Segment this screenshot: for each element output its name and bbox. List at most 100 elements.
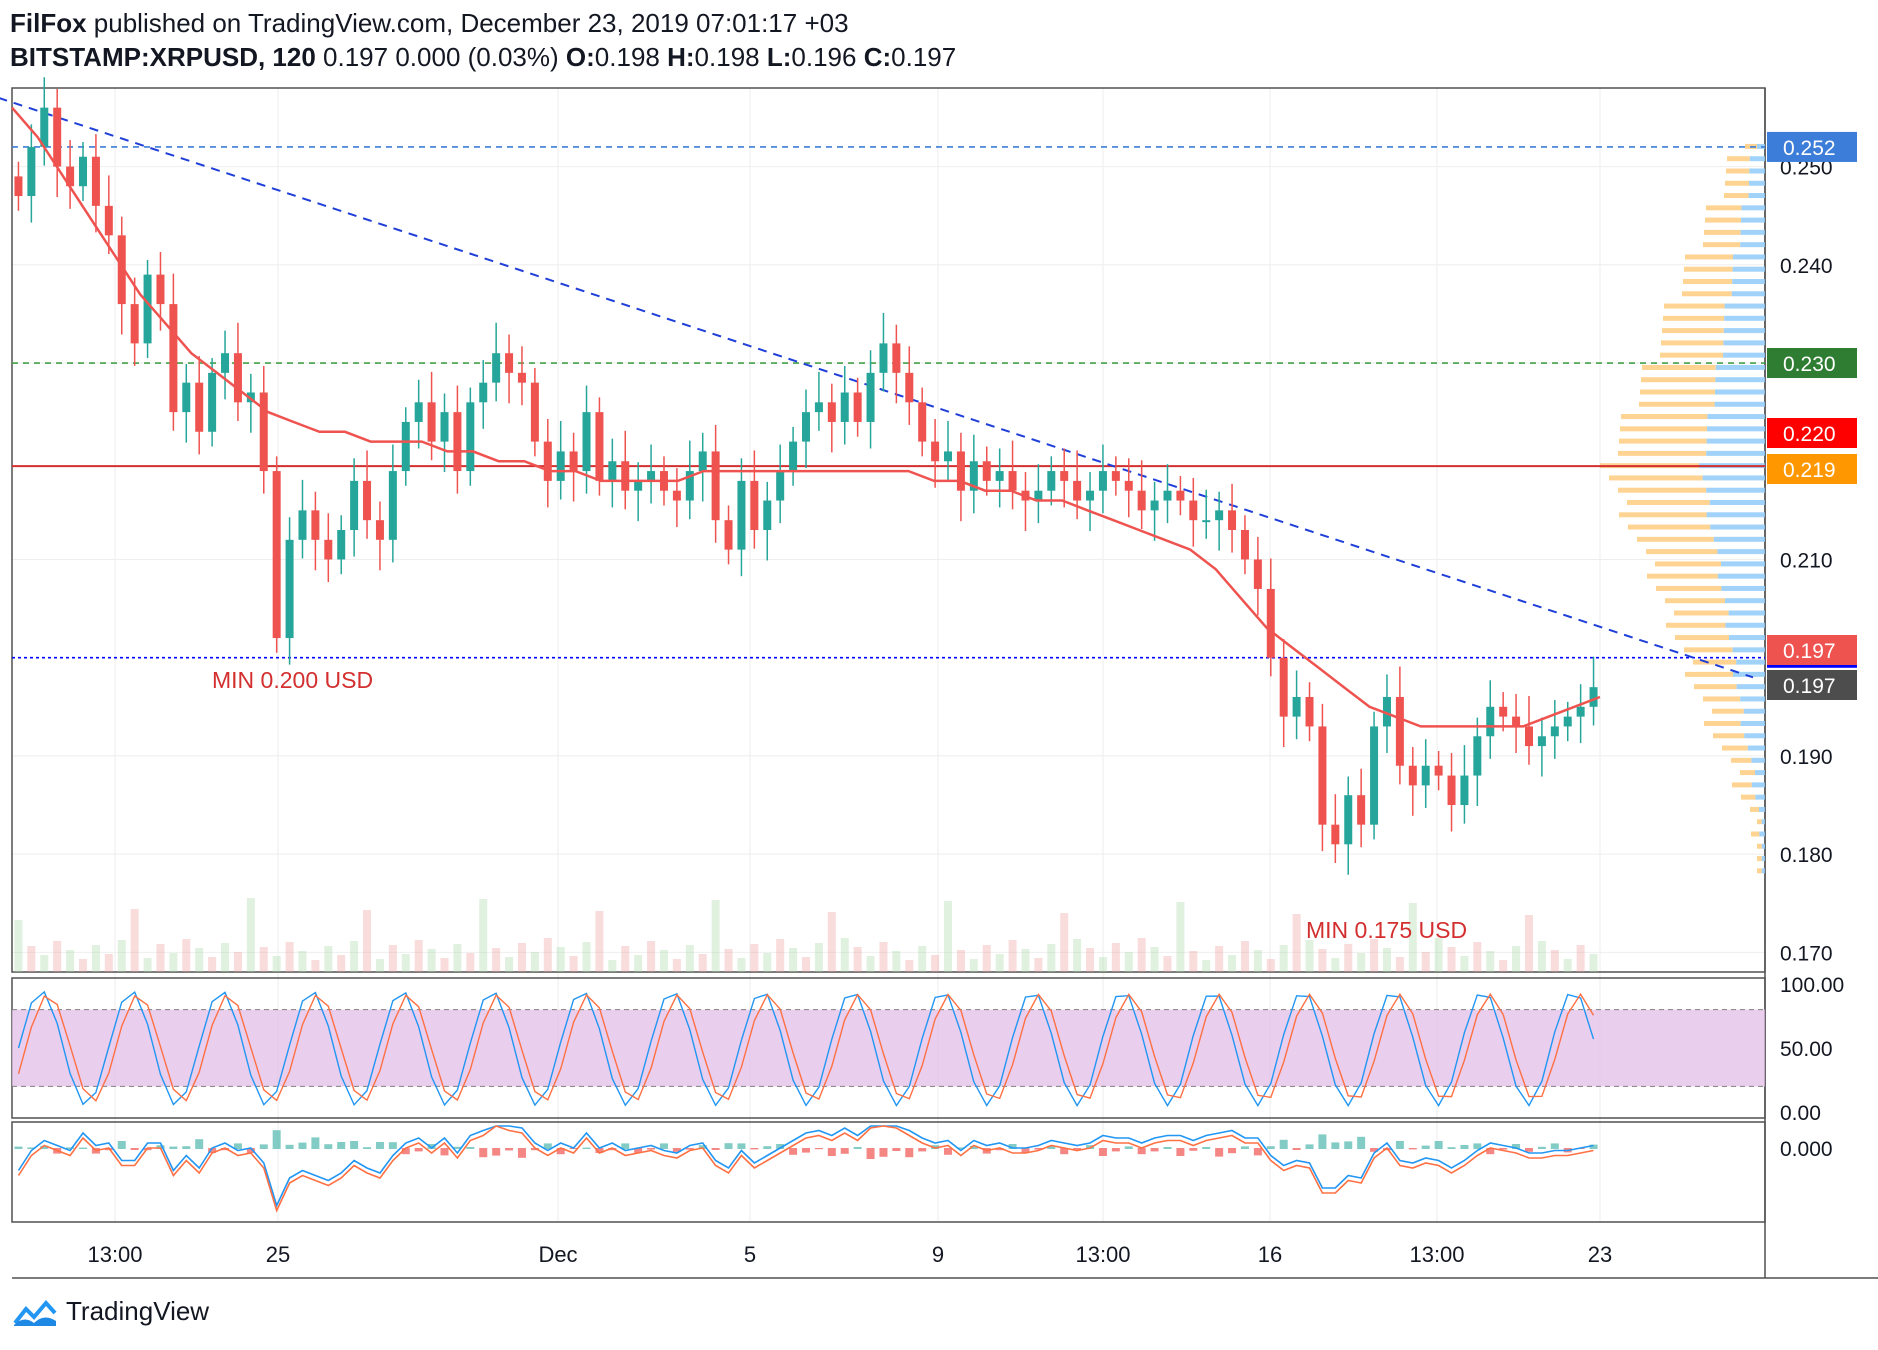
profile-bar-a — [1750, 806, 1759, 812]
low-value: 0.196 — [791, 42, 857, 72]
profile-bar-a — [1704, 229, 1741, 235]
volume-bars — [14, 898, 1598, 972]
horizontal-levels[interactable] — [12, 146, 1765, 659]
profile-bar-a — [1684, 266, 1733, 272]
author-name[interactable]: FilFox — [10, 8, 87, 38]
profile-bar-a — [1628, 524, 1711, 530]
candle-body — [1331, 824, 1340, 845]
profile-bar-b — [1707, 426, 1765, 432]
price-label-text: 0.252 — [1783, 137, 1836, 160]
volume-bar — [1576, 945, 1585, 972]
macd-hist-bar — [27, 1147, 36, 1149]
candle-body — [233, 353, 242, 403]
macd-hist-bar — [1537, 1146, 1546, 1149]
price-label-box — [1767, 131, 1857, 162]
volume-bar — [298, 951, 307, 972]
profile-bar-a — [1693, 659, 1737, 665]
footer: TradingView — [12, 1296, 209, 1327]
profile-bar-b — [1733, 671, 1765, 677]
macd-hist-bar — [892, 1148, 901, 1151]
price-label-text: 0.230 — [1783, 353, 1836, 376]
profile-bar-a — [1703, 242, 1741, 248]
profile-bar-b — [1747, 745, 1765, 751]
annotation-label: MIN 0.175 USD — [1306, 917, 1467, 943]
candle-body — [1073, 480, 1082, 501]
volume-bar — [1034, 958, 1043, 972]
candle-body — [1137, 490, 1146, 511]
macd-hist-bar — [1460, 1145, 1469, 1149]
profile-bar-a — [1685, 671, 1733, 677]
macd-hist-bar — [905, 1148, 914, 1158]
macd-hist-bar — [1589, 1144, 1598, 1149]
candle-body — [1215, 510, 1224, 521]
candle-body — [1550, 726, 1559, 737]
candle-body — [750, 480, 759, 530]
macd-hist-bar — [608, 1148, 617, 1151]
volume-bar — [1086, 948, 1095, 972]
profile-bar-b — [1755, 794, 1765, 800]
candle-body — [143, 274, 152, 344]
publish-info: published on TradingView.com, December 2… — [93, 8, 849, 38]
candle-body — [1537, 736, 1546, 747]
profile-bar-a — [1664, 303, 1725, 309]
macd-hist-bar — [246, 1148, 255, 1153]
macd-hist-bar — [156, 1145, 165, 1149]
profile-bar-a — [1727, 156, 1750, 162]
macd-hist-bar — [388, 1142, 397, 1149]
macd-hist-bar — [621, 1143, 630, 1149]
price-axis[interactable]: 0.250 0.240 0.230 0.210 0.190 0.180 0.170 0.252… — [1767, 131, 1857, 1161]
candle-body — [1318, 726, 1327, 825]
volume-bar — [659, 950, 668, 972]
volume-bar — [1098, 957, 1107, 972]
footer-brand[interactable]: TradingView — [66, 1296, 210, 1326]
candle-body — [492, 353, 501, 383]
volume-bar — [1266, 959, 1275, 972]
macd-hist-bar — [1486, 1148, 1495, 1155]
candle-body — [1253, 559, 1262, 589]
macd-hist-bar — [763, 1146, 772, 1149]
profile-bar-a — [1740, 770, 1755, 776]
profile-bar-b — [1732, 278, 1765, 284]
high-value: 0.198 — [694, 42, 760, 72]
symbol-label[interactable]: BITSTAMP:XRPUSD, 120 — [10, 42, 316, 72]
macd-pane — [14, 1125, 1598, 1213]
profile-bar-b — [1721, 561, 1765, 567]
moving-average — [11, 106, 1601, 728]
candle-body — [634, 480, 643, 491]
volume-bar — [982, 945, 991, 972]
candle-body — [814, 402, 823, 413]
volume-bar — [750, 944, 759, 972]
volume-bar — [1421, 952, 1430, 972]
candle-body — [427, 402, 436, 442]
profile-bar-b — [1723, 340, 1765, 346]
candle-body — [1370, 726, 1379, 825]
trendline[interactable] — [0, 97, 1754, 679]
candle-body — [595, 412, 604, 481]
profile-bar-b — [1723, 328, 1765, 334]
price-tick-label: 0.170 — [1780, 942, 1833, 965]
volume-bar — [608, 960, 617, 972]
candle-body — [79, 156, 88, 187]
profile-bar-a — [1621, 414, 1708, 420]
time-axis[interactable]: 13:00 25 Dec 5 9 13:00 16 13:00 23 — [87, 1242, 1612, 1267]
candle-body — [221, 353, 230, 373]
macd-hist-bar — [1357, 1136, 1366, 1149]
candle-body — [1344, 795, 1353, 845]
macd-hist-bar — [969, 1145, 978, 1149]
volume-bar — [634, 955, 643, 972]
volume-bar — [905, 960, 914, 972]
profile-bar-a — [1731, 757, 1752, 763]
candle-body — [853, 392, 862, 422]
macd-hist-bar — [1215, 1148, 1224, 1157]
volume-bar — [27, 946, 36, 972]
volume-bar — [427, 949, 436, 972]
price-change: 0.000 (0.03%) — [395, 42, 559, 72]
candle-body — [737, 480, 746, 550]
macd-hist-bar — [840, 1148, 849, 1154]
macd-hist-bar — [1202, 1147, 1211, 1149]
profile-bar-a — [1646, 549, 1718, 555]
volume-bar — [647, 941, 656, 972]
volume-bar — [814, 943, 823, 972]
time-tick-label: 13:00 — [87, 1242, 142, 1267]
